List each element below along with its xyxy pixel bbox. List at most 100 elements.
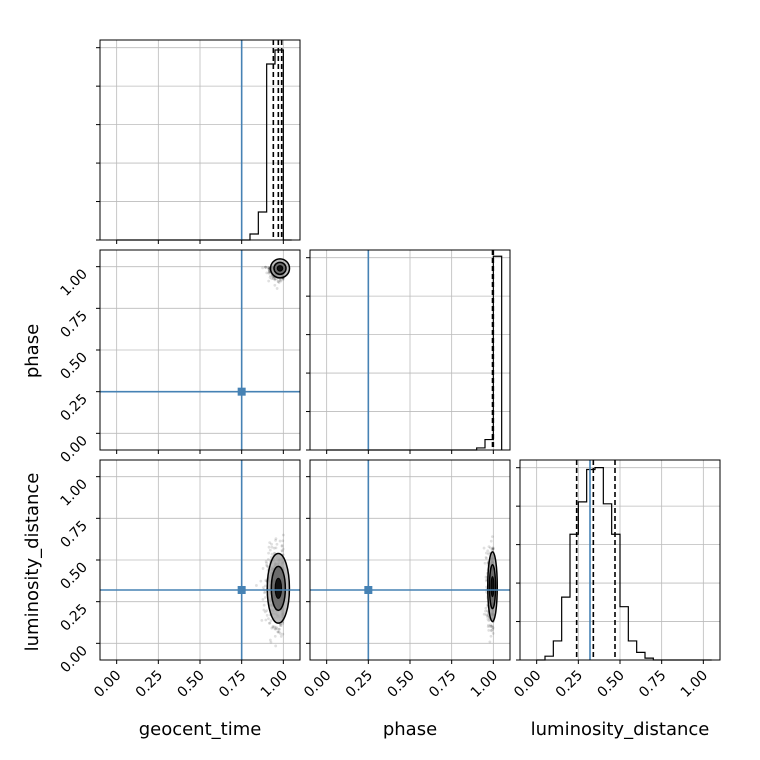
y-tick-label-luminosity-distance: 0.00 bbox=[57, 643, 90, 676]
contour-core bbox=[276, 265, 284, 272]
sample-point bbox=[272, 546, 276, 550]
sample-point bbox=[279, 634, 283, 638]
sample-point bbox=[260, 618, 264, 622]
sample-point bbox=[274, 625, 278, 629]
sample-point bbox=[267, 621, 271, 625]
sample-point bbox=[274, 537, 278, 540]
sample-point bbox=[275, 287, 279, 290]
x-tick-label-geocent-time: 0.00 bbox=[91, 668, 124, 701]
y-tick-label-luminosity-distance: 0.25 bbox=[57, 601, 90, 634]
sample-point bbox=[278, 627, 281, 631]
sample-point bbox=[265, 271, 269, 275]
sample-point bbox=[259, 579, 263, 583]
sample-point bbox=[281, 547, 285, 551]
sample-point bbox=[265, 564, 269, 568]
sample-point bbox=[491, 632, 495, 635]
sample-point bbox=[489, 628, 493, 632]
contour-core bbox=[274, 577, 283, 599]
panel-frame bbox=[99, 459, 301, 661]
sample-point bbox=[268, 541, 272, 545]
sample-point bbox=[483, 561, 487, 565]
panel-frame bbox=[99, 249, 301, 451]
sample-point bbox=[270, 277, 274, 281]
sample-point bbox=[491, 626, 495, 630]
sample-point bbox=[273, 634, 277, 638]
panel-frame bbox=[519, 459, 721, 661]
sample-point bbox=[491, 625, 495, 629]
sample-point bbox=[261, 567, 265, 570]
sample-point bbox=[281, 539, 285, 543]
sample-point bbox=[265, 609, 269, 613]
scatter-panel-phase-luminosity-distance bbox=[306, 459, 511, 664]
sample-point bbox=[276, 280, 280, 283]
x-tick-label-geocent-time: 0.25 bbox=[133, 668, 166, 701]
sample-point bbox=[486, 625, 490, 629]
sample-point bbox=[486, 609, 489, 613]
sample-point bbox=[273, 283, 277, 287]
x-tick-label-luminosity-distance: 0.75 bbox=[636, 668, 669, 701]
x-tick-label-phase: 0.00 bbox=[301, 668, 334, 701]
truth-marker bbox=[237, 387, 246, 396]
sample-point bbox=[488, 546, 492, 550]
panel-frame bbox=[309, 459, 511, 661]
sample-point bbox=[267, 617, 270, 621]
sample-point bbox=[487, 552, 490, 556]
sample-point bbox=[491, 547, 495, 551]
sample-point bbox=[281, 622, 285, 625]
sample-point bbox=[490, 548, 494, 552]
sample-point bbox=[280, 544, 284, 547]
sample-point bbox=[269, 640, 273, 644]
x-tick-label-phase: 0.75 bbox=[426, 668, 459, 701]
sample-point bbox=[268, 638, 272, 642]
sample-point bbox=[261, 266, 264, 270]
panels: 0.000.250.500.751.000.000.250.500.751.00… bbox=[57, 39, 721, 701]
sample-point bbox=[280, 549, 284, 553]
sample-point bbox=[263, 590, 267, 594]
y-tick-label-phase: 1.00 bbox=[57, 266, 90, 299]
sample-point bbox=[264, 560, 268, 563]
x-tick-label-luminosity-distance: 0.25 bbox=[553, 668, 586, 701]
x-tick-label-luminosity-distance: 1.00 bbox=[678, 668, 711, 701]
sample-point bbox=[277, 630, 281, 634]
sample-point bbox=[484, 575, 488, 579]
x-axis-label-geocent-time: geocent_time bbox=[139, 719, 262, 740]
x-tick-label-geocent-time: 0.75 bbox=[216, 668, 249, 701]
sample-point bbox=[278, 277, 282, 281]
sample-point bbox=[264, 618, 268, 622]
sample-point bbox=[270, 545, 274, 549]
sample-point bbox=[277, 280, 280, 283]
sample-point bbox=[261, 598, 265, 601]
sample-point bbox=[265, 613, 269, 617]
sample-point bbox=[261, 586, 265, 589]
scatter-panel-geocent-time-luminosity-distance bbox=[96, 459, 301, 664]
sample-point bbox=[491, 627, 495, 631]
histogram-panel-luminosity-distance bbox=[516, 459, 721, 664]
sample-point bbox=[263, 610, 267, 614]
sample-point bbox=[263, 584, 267, 588]
sample-point bbox=[486, 617, 490, 621]
sample-point bbox=[273, 278, 277, 282]
sample-point bbox=[279, 279, 283, 283]
histogram-step-geocent-time bbox=[116, 49, 292, 241]
histogram-step-luminosity-distance bbox=[536, 467, 712, 661]
sample-point bbox=[489, 539, 493, 543]
x-tick-label-geocent-time: 1.00 bbox=[258, 668, 291, 701]
sample-point bbox=[279, 632, 282, 636]
x-tick-label-phase: 1.00 bbox=[468, 668, 501, 701]
sample-point bbox=[281, 533, 285, 537]
sample-point bbox=[274, 538, 277, 542]
y-tick-label-phase: 0.25 bbox=[57, 391, 90, 424]
sample-point bbox=[276, 630, 280, 634]
x-tick-label-geocent-time: 0.50 bbox=[174, 668, 207, 701]
sample-point bbox=[487, 623, 490, 627]
y-tick-label-luminosity-distance: 0.75 bbox=[57, 518, 90, 551]
sample-point bbox=[268, 621, 272, 625]
x-axis-label-luminosity-distance: luminosity_distance bbox=[531, 719, 710, 740]
sample-point bbox=[255, 584, 258, 587]
sample-point bbox=[489, 623, 492, 627]
sample-point bbox=[484, 606, 488, 610]
sample-point bbox=[267, 266, 270, 270]
sample-point bbox=[491, 546, 494, 550]
sample-point bbox=[269, 555, 273, 559]
y-tick-label-luminosity-distance: 0.50 bbox=[57, 560, 90, 593]
